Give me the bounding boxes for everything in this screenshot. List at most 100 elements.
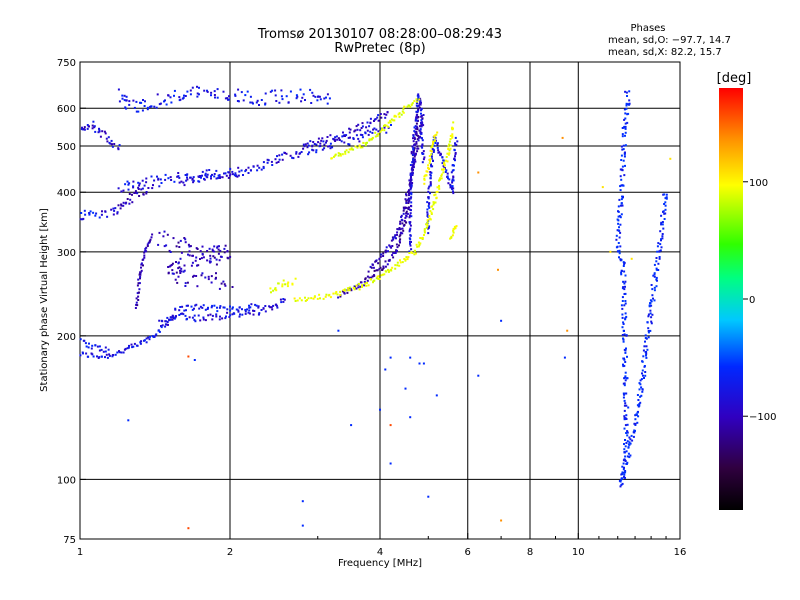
data-point: [391, 266, 394, 269]
data-point: [201, 272, 204, 275]
data-point: [173, 317, 176, 320]
data-point: [452, 179, 455, 182]
data-point: [131, 346, 134, 349]
data-point: [409, 173, 412, 176]
data-point: [397, 228, 400, 231]
data-point: [665, 197, 668, 200]
data-point: [307, 144, 310, 147]
data-point: [410, 168, 413, 171]
data-point: [113, 209, 116, 212]
data-point: [622, 286, 625, 289]
data-point: [369, 121, 372, 124]
data-point: [620, 269, 623, 272]
data-point: [248, 309, 251, 312]
data-point: [138, 273, 141, 276]
data-point: [165, 323, 168, 326]
data-point: [349, 136, 351, 139]
data-point: [626, 455, 629, 458]
data-point: [195, 256, 198, 259]
data-point: [92, 355, 95, 358]
data-point: [147, 187, 150, 189]
data-point: [355, 134, 358, 137]
data-point: [355, 284, 358, 287]
data-point: [137, 295, 140, 298]
data-point: [280, 89, 283, 92]
data-point: [454, 142, 456, 145]
data-point: [98, 130, 101, 133]
data-point: [138, 282, 141, 285]
x-axis-label: Frequency [MHz]: [338, 558, 422, 569]
data-point: [408, 222, 411, 225]
data-point: [617, 210, 619, 213]
data-point: [103, 130, 106, 133]
data-point: [401, 232, 404, 235]
data-point: [415, 114, 418, 117]
data-point: [430, 171, 433, 174]
data-point: [250, 303, 253, 306]
data-point: [226, 97, 229, 100]
data-point: [134, 307, 137, 309]
data-point: [377, 119, 380, 122]
data-point: [367, 133, 370, 136]
data-point: [381, 127, 384, 130]
data-point: [409, 244, 412, 247]
data-point: [619, 485, 622, 488]
data-point: [223, 247, 226, 250]
data-point: [352, 138, 355, 140]
data-point: [304, 296, 306, 299]
data-point: [145, 191, 148, 193]
data-point: [566, 329, 569, 332]
data-point: [618, 256, 620, 259]
data-point: [207, 306, 209, 309]
data-point: [398, 112, 401, 115]
data-point: [417, 95, 420, 98]
data-point: [624, 379, 627, 382]
data-point: [210, 175, 212, 178]
data-point: [143, 251, 146, 254]
data-point: [197, 314, 200, 317]
data-point: [190, 264, 193, 267]
data-point: [630, 257, 633, 260]
data-point: [367, 270, 370, 273]
data-point: [295, 94, 298, 97]
data-point: [640, 386, 643, 389]
data-point: [617, 229, 620, 232]
data-point: [337, 137, 340, 140]
data-point: [182, 270, 185, 273]
data-point: [242, 174, 244, 176]
data-point: [205, 169, 208, 172]
data-point: [249, 169, 252, 172]
data-point: [369, 138, 372, 141]
data-point: [646, 321, 649, 324]
data-point: [623, 174, 626, 177]
data-point: [225, 315, 227, 318]
data-point: [192, 254, 194, 257]
data-point: [192, 179, 195, 182]
data-point: [236, 175, 239, 178]
data-point: [369, 130, 372, 133]
data-point: [623, 263, 626, 265]
data-point: [314, 95, 317, 98]
data-point: [387, 250, 389, 253]
data-point: [364, 277, 367, 280]
data-point: [313, 143, 316, 145]
data-point: [179, 272, 182, 274]
data-point: [128, 193, 131, 195]
data-point: [170, 101, 173, 104]
data-point: [108, 353, 111, 356]
data-point: [222, 90, 225, 93]
data-point: [405, 206, 408, 209]
data-point: [619, 259, 622, 262]
data-point: [404, 259, 407, 262]
data-point: [195, 303, 198, 306]
data-point: [644, 337, 647, 339]
data-point: [102, 350, 105, 353]
data-point: [382, 265, 385, 268]
data-point: [407, 190, 410, 193]
data-point: [435, 196, 438, 199]
data-point: [413, 126, 416, 129]
data-point: [84, 213, 87, 216]
data-point: [209, 313, 212, 316]
data-point: [215, 315, 218, 318]
data-point: [286, 285, 289, 288]
